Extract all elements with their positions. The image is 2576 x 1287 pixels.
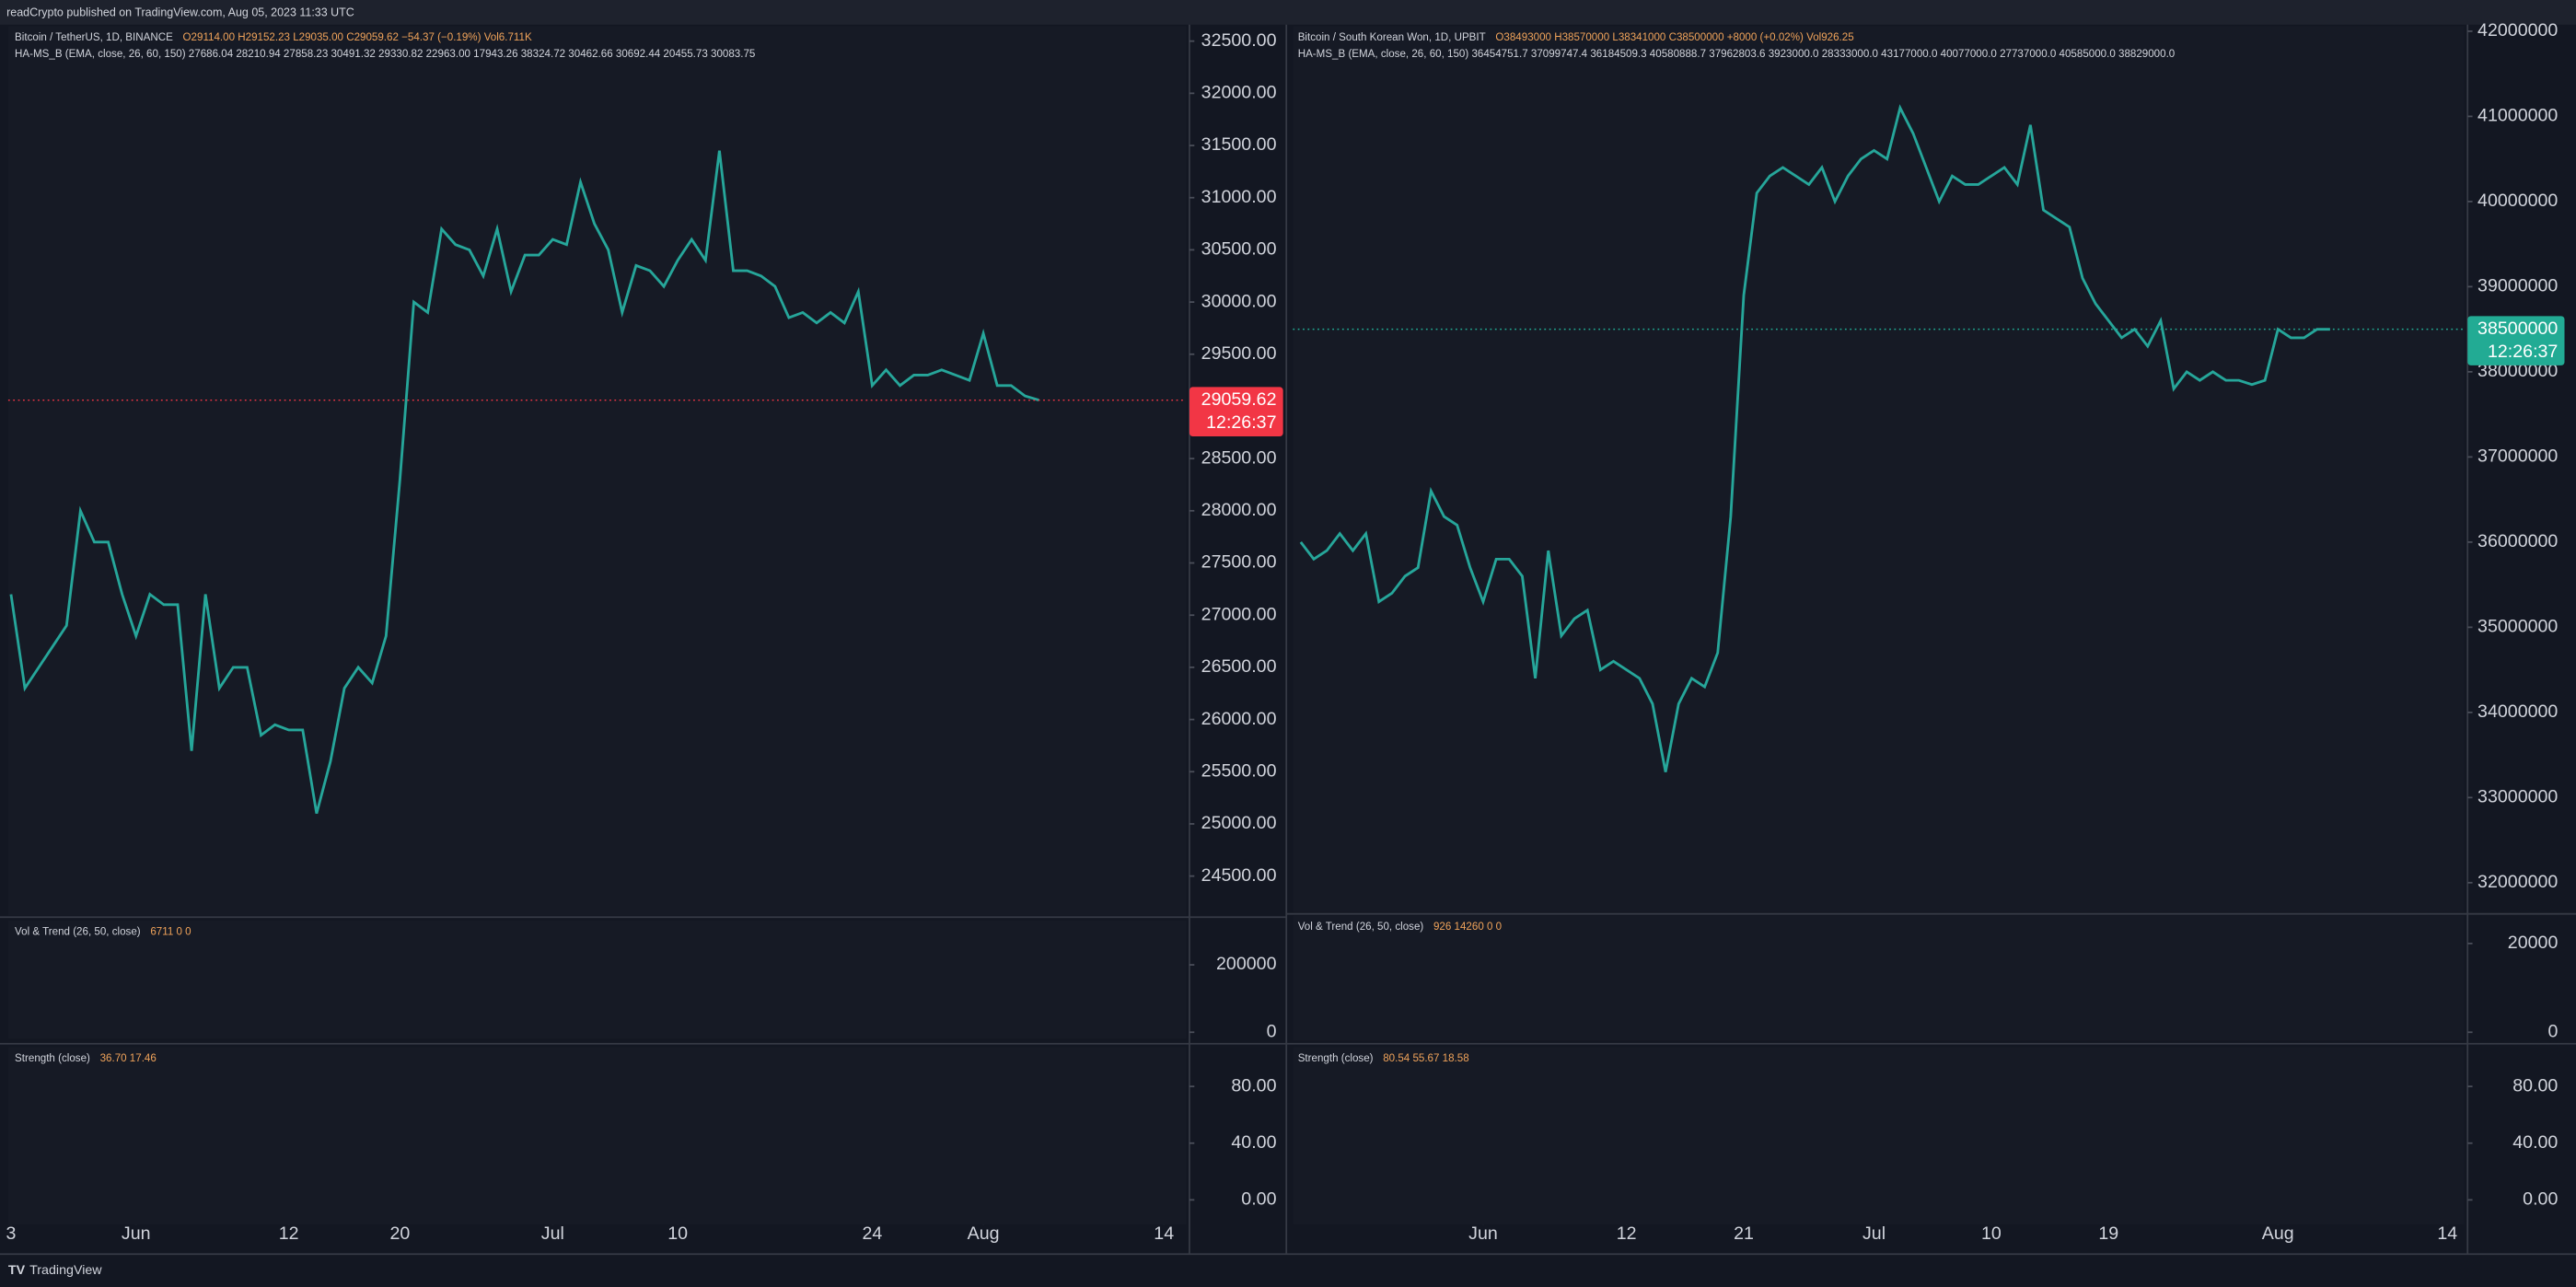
footer-brand: TradingView [29,1263,102,1278]
pane-legend: Bitcoin / TetherUS, 1D, BINANCE O29114.00… [15,31,532,43]
pane-values: 926 14260 0 0 [1433,921,1502,933]
pane-title: Strength (close) [1298,1052,1374,1064]
y-tick-label: 40.00 [2512,1132,2558,1153]
x-tick-label: 14 [2437,1223,2457,1244]
header-bar [0,0,2576,25]
x-tick-label: 21 [1734,1223,1754,1244]
y-tick-label: 200000 [1216,954,1277,974]
x-tick-label: 10 [1981,1223,2002,1244]
y-tick-label: 36000000 [2477,531,2558,551]
x-tick-label: 19 [2098,1223,2118,1244]
x-tick-label: 20 [389,1223,410,1244]
x-tick-label: 12 [1617,1223,1637,1244]
pane-title: Vol & Trend (26, 50, close) [1298,921,1424,933]
y-tick-label: 42000000 [2477,20,2558,41]
y-tick-label: 32000.00 [1201,83,1277,103]
y-tick-label: 0 [1267,1021,1277,1041]
pane-legend: Bitcoin / South Korean Won, 1D, UPBIT O38… [1298,31,1854,43]
pane-values: 80.54 55.67 18.58 [1383,1052,1468,1064]
x-tick-label: 14 [1154,1223,1174,1244]
price-line [9,150,1039,814]
x-tick-label: Jun [122,1223,151,1244]
indicator-legend: HA-MS_B (EMA, close, 26, 60, 150) 27686.… [15,48,755,60]
header-text: readCrypto published on TradingView.com,… [6,6,354,19]
pane-title: Bitcoin / South Korean Won, 1D, UPBIT [1298,31,1486,43]
pane-title: Bitcoin / TetherUS, 1D, BINANCE [15,31,173,43]
pane-background [7,1047,1187,1225]
x-tick-label: 3 [6,1223,16,1244]
pane-title: Strength (close) [15,1052,90,1064]
countdown-label: 12:26:37 [2488,342,2558,362]
x-tick-label: Jul [541,1223,564,1244]
x-tick-label: 24 [862,1223,882,1244]
pane-values: O29114.00 H29152.23 L29035.00 C29059.62 … [183,31,532,43]
y-tick-label: 27000.00 [1201,604,1277,624]
pane-values: 36.70 17.46 [100,1052,157,1064]
y-tick-label: 25000.00 [1201,813,1277,833]
price-line [1299,104,2330,772]
y-tick-label: 41000000 [2477,106,2558,126]
y-tick-label: 30500.00 [1201,239,1277,260]
y-tick-label: 37000000 [2477,446,2558,467]
countdown-label: 12:26:37 [1206,412,1276,433]
last-price-label: 38500000 [2477,319,2558,339]
y-tick-label: 38000000 [2477,361,2558,381]
y-tick-label: 40.00 [1231,1132,1276,1153]
y-tick-label: 27500.00 [1201,552,1277,573]
y-tick-label: 31500.00 [1201,134,1277,155]
pane-legend: Strength (close) 36.70 17.46 [15,1052,157,1064]
x-tick-label: Aug [2262,1223,2294,1244]
y-tick-label: 40000000 [2477,191,2558,211]
x-tick-label: 10 [667,1223,688,1244]
y-tick-label: 24500.00 [1201,865,1277,886]
y-tick-label: 80.00 [1231,1075,1276,1096]
pane-title: Vol & Trend (26, 50, close) [15,925,141,937]
brand-logo: TV [8,1263,26,1278]
y-tick-label: 33000000 [2477,787,2558,807]
pane-legend: Vol & Trend (26, 50, close) 926 14260 0 0 [1298,921,1502,933]
y-tick-label: 26500.00 [1201,656,1277,677]
last-price-badge [1189,387,1283,436]
y-tick-label: 25500.00 [1201,760,1277,781]
x-tick-label: Jun [1468,1223,1498,1244]
y-tick-label: 32500.00 [1201,30,1277,51]
x-tick-label: 12 [279,1223,299,1244]
y-tick-label: 34000000 [2477,701,2558,722]
pane-background [1293,915,2465,1041]
y-tick-label: 0 [2547,1021,2558,1041]
y-tick-label: 28000.00 [1201,500,1277,520]
pane-background [1293,26,2465,912]
pane-values: O38493000 H38570000 L38341000 C38500000 … [1495,31,1853,43]
y-tick-label: 32000000 [2477,872,2558,892]
y-tick-label: 80.00 [2512,1075,2558,1096]
pane-background [7,920,1187,1039]
pane-background [7,26,1187,916]
pane-values: 6711 0 0 [150,925,191,937]
last-price-label: 29059.62 [1201,389,1277,410]
x-tick-label: Jul [1862,1223,1886,1244]
x-tick-label: Aug [968,1223,1000,1244]
y-tick-label: 20000 [2508,933,2559,953]
y-tick-label: 26000.00 [1201,709,1277,729]
y-tick-label: 35000000 [2477,617,2558,637]
y-tick-label: 29500.00 [1201,343,1277,364]
y-tick-label: 30000.00 [1201,291,1277,311]
last-price-badge [2467,316,2565,365]
y-tick-label: 0.00 [1241,1189,1276,1210]
indicator-legend: HA-MS_B (EMA, close, 26, 60, 150) 364547… [1298,48,2176,60]
y-tick-label: 28500.00 [1201,447,1277,468]
pane-legend: Strength (close) 80.54 55.67 18.58 [1298,1052,1469,1064]
pane-legend: Vol & Trend (26, 50, close) 6711 0 0 [15,925,191,937]
y-tick-label: 39000000 [2477,276,2558,296]
y-tick-label: 0.00 [2523,1189,2558,1210]
y-tick-label: 31000.00 [1201,187,1277,207]
pane-background [1293,1047,2465,1225]
